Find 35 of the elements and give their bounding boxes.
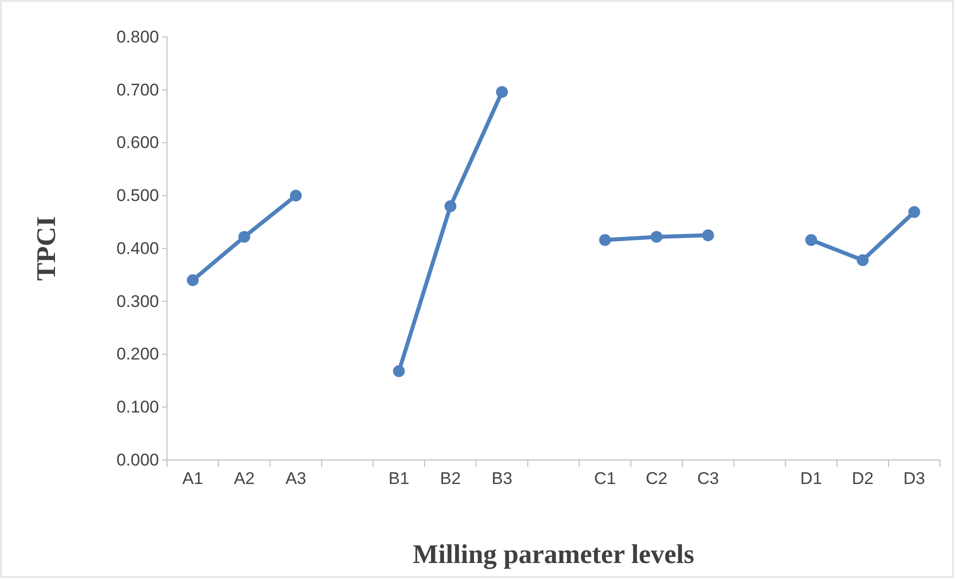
y-tick-label: 0.600 (116, 133, 159, 152)
y-tick-label: 0.800 (116, 27, 159, 46)
x-tick-label: C2 (646, 469, 668, 488)
point (599, 234, 611, 246)
point (702, 229, 714, 242)
x-tick-label: C1 (594, 469, 616, 488)
x-tick-label: A1 (182, 469, 204, 488)
y-tick-label: 0.500 (116, 186, 159, 206)
x-tick-label: D2 (852, 469, 874, 488)
x-tick-label: C3 (697, 469, 719, 488)
point (650, 230, 662, 243)
point (908, 206, 920, 218)
x-axis-title: Milling parameter levels (412, 539, 694, 569)
x-tick-label: B2 (440, 469, 461, 488)
x-tick-label: B1 (388, 469, 410, 488)
point (444, 200, 456, 212)
point (290, 190, 302, 202)
y-tick-label: 0.700 (116, 80, 159, 100)
point (186, 274, 199, 286)
point (496, 86, 508, 98)
point (392, 365, 405, 378)
y-tick-label: 0.100 (116, 398, 159, 417)
x-tick-label: A2 (234, 469, 255, 488)
y-axis-title: TPCI (31, 216, 61, 281)
point (856, 254, 869, 266)
point (805, 234, 818, 246)
y-tick-label: 0.000 (116, 450, 159, 470)
point (238, 230, 250, 243)
x-tick-label: B3 (492, 469, 512, 488)
y-tick-label: 0.200 (116, 344, 159, 364)
x-tick-label: D1 (800, 469, 822, 488)
x-tick-label: D3 (903, 469, 926, 488)
x-tick-label: A3 (285, 469, 306, 488)
y-tick-label: 0.300 (116, 292, 159, 311)
y-tick-label: 0.400 (116, 238, 159, 258)
